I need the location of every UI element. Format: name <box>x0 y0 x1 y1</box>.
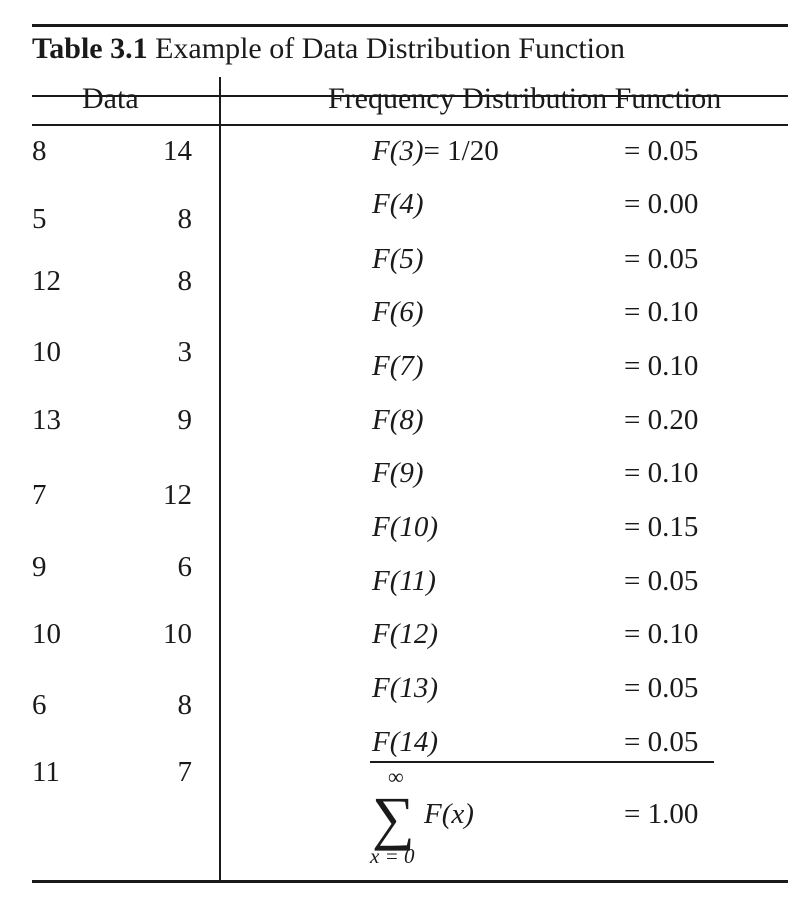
frequency-function: F(9) <box>372 457 424 489</box>
summation-rule <box>370 761 714 763</box>
frequency-value: = 0.10 <box>624 350 699 382</box>
frequency-function: F(4) <box>372 188 424 220</box>
data-cell: 8 <box>177 689 193 721</box>
data-cell: 7 <box>177 756 193 788</box>
frequency-value: = 0.10 <box>624 296 699 328</box>
table-number: Table 3.1 <box>32 32 148 65</box>
summation-upper-limit: ∞ <box>388 764 404 789</box>
frequency-value: = 0.15 <box>624 511 699 543</box>
frequency-function: F(8) <box>372 404 424 436</box>
frequency-value: = 0.05 <box>624 243 699 275</box>
summation-value: = 1.00 <box>624 798 699 830</box>
table-title: Example of Data Distribution Function <box>155 32 626 65</box>
top-rule <box>32 24 788 27</box>
data-cell: 8 <box>32 135 47 167</box>
data-cell: 5 <box>32 203 47 235</box>
data-cell: 10 <box>32 336 61 368</box>
frequency-function: F(13) <box>372 672 439 704</box>
data-cell: 3 <box>177 336 193 368</box>
data-cell: 9 <box>177 404 193 436</box>
column-divider <box>219 77 221 881</box>
frequency-value: = 0.10 <box>624 618 699 650</box>
data-cell: 12 <box>32 265 61 297</box>
bottom-rule <box>32 880 788 883</box>
summation-lower-limit: x = 0 <box>370 844 415 868</box>
frequency-function: F(7) <box>372 350 424 382</box>
summation-symbol: ∑ <box>372 785 415 851</box>
frequency-function: F(12) <box>372 618 439 650</box>
data-cell: 8 <box>177 203 193 235</box>
frequency-equation: = 1/20 <box>423 135 499 167</box>
frequency-value: = 0.05 <box>624 565 699 597</box>
data-cell: 11 <box>32 756 60 788</box>
data-cell: 12 <box>163 479 192 511</box>
table-caption: Table 3.1 Example of Data Distribution F… <box>32 32 625 66</box>
frequency-function: F(6) <box>372 296 424 328</box>
frequency-header: Frequency Distribution Function <box>328 82 722 115</box>
header-bottom-rule <box>32 124 788 126</box>
data-cell: 6 <box>32 689 47 721</box>
data-cell: 9 <box>32 551 47 583</box>
data-header: Data <box>82 82 139 115</box>
frequency-function: F(10) <box>372 511 439 543</box>
frequency-value: = 0.05 <box>624 135 699 167</box>
data-cell: 6 <box>177 551 193 583</box>
data-cell: 8 <box>177 265 193 297</box>
summation-term: F(x) <box>424 798 474 830</box>
frequency-value: = 0.10 <box>624 457 699 489</box>
frequency-function: F(5) <box>372 243 424 275</box>
data-cell: 10 <box>32 618 61 650</box>
header-top-rule <box>32 95 788 97</box>
frequency-value: = 0.20 <box>624 404 699 436</box>
data-cell: 10 <box>163 618 192 650</box>
frequency-value: = 0.05 <box>624 672 699 704</box>
frequency-function: F(3)= 1/20 <box>372 135 499 167</box>
data-cell: 7 <box>32 479 47 511</box>
frequency-value: = 0.05 <box>624 726 699 758</box>
data-cell: 14 <box>163 135 192 167</box>
frequency-value: = 0.00 <box>624 188 699 220</box>
distribution-table: Table 3.1 Example of Data Distribution F… <box>32 24 788 884</box>
data-cell: 13 <box>32 404 61 436</box>
frequency-function: F(14) <box>372 726 439 758</box>
frequency-function: F(11) <box>372 565 436 597</box>
